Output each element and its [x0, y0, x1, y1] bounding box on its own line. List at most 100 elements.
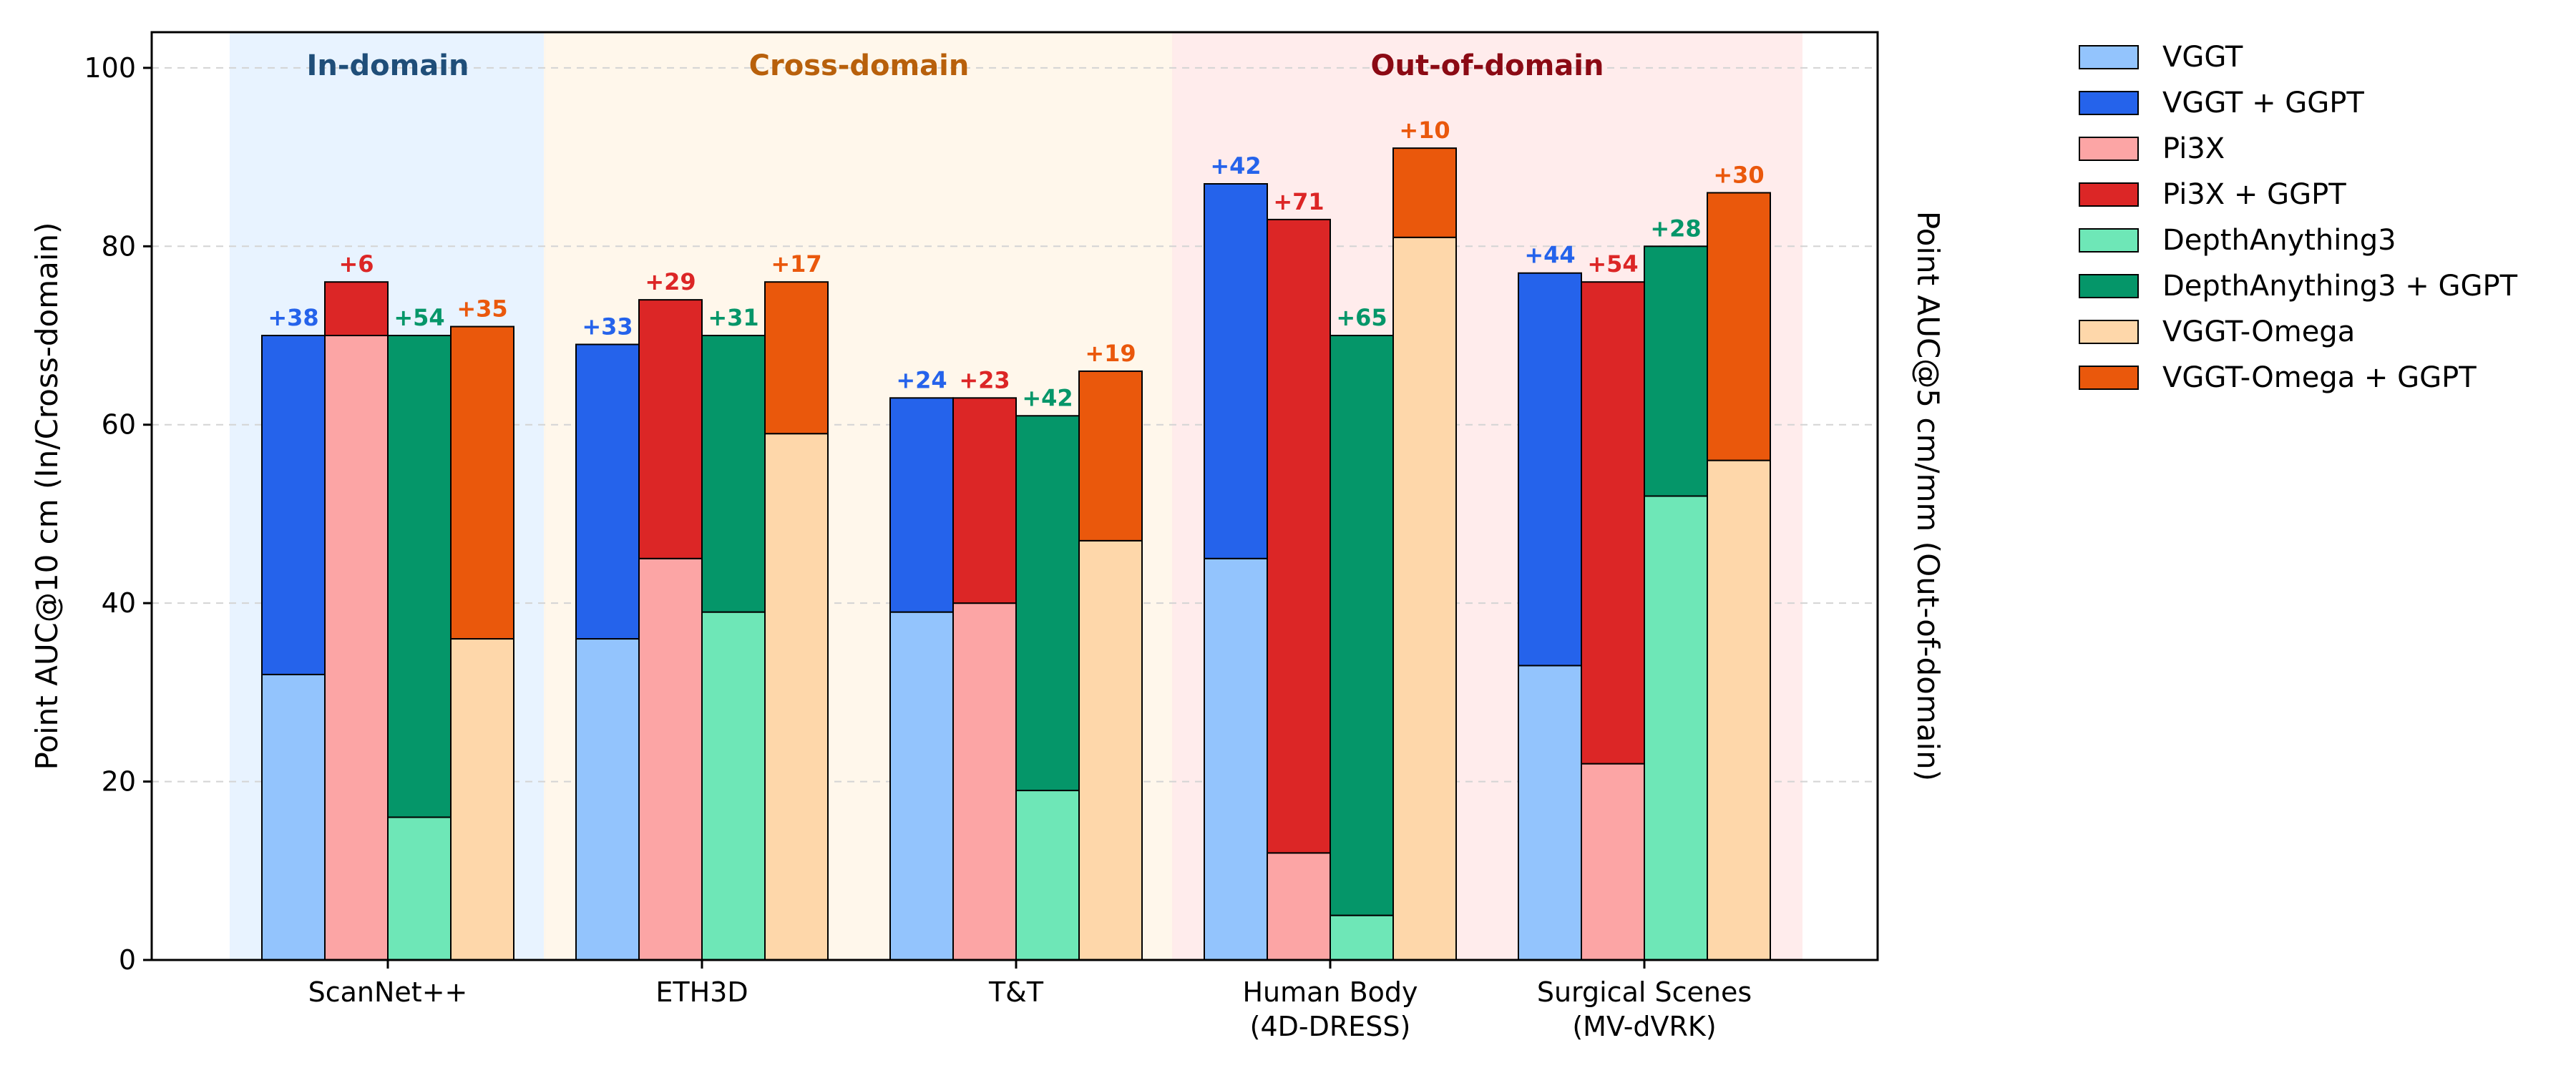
gain-label-0-0: +38: [268, 304, 318, 331]
gain-label-3-1: +17: [771, 250, 821, 278]
legend-swatch-7: [2079, 366, 2139, 390]
bar-base-2-0: [387, 816, 452, 961]
bar-base-3-3: [1392, 236, 1457, 961]
bar-base-2-3: [1330, 914, 1394, 961]
region-label-2: Out-of-domain: [1371, 49, 1604, 82]
gain-label-1-4: +54: [1587, 250, 1638, 278]
y-tick-label-2: 40: [102, 587, 136, 619]
bar-base-3-1: [764, 433, 829, 961]
bar-base-3-0: [450, 638, 514, 961]
y-axis-label-right: Point AUC@5 cm/mm (Out-of-domain): [1911, 211, 1946, 781]
bar-gain-2-3: [1330, 335, 1394, 916]
bar-gain-2-1: [701, 335, 766, 613]
bar-gain-3-1: [764, 281, 829, 435]
legend-swatch-5: [2079, 274, 2139, 298]
bar-base-3-2: [1078, 539, 1143, 961]
bar-base-0-4: [1518, 665, 1582, 961]
bar-gain-2-4: [1644, 245, 1708, 497]
gain-label-0-3: +42: [1210, 152, 1261, 180]
y-axis-label-left: Point AUC@10 cm (In/Cross-domain): [29, 222, 64, 770]
y-tick-label-4: 80: [102, 230, 136, 262]
bar-gain-3-3: [1392, 147, 1457, 238]
bar-gain-1-1: [638, 299, 703, 559]
legend-label-1: VGGT + GGPT: [2162, 87, 2364, 119]
y-tick-label-0: 0: [119, 944, 136, 976]
bar-gain-1-3: [1267, 218, 1331, 854]
gain-label-1-0: +6: [338, 250, 374, 278]
bar-gain-2-0: [387, 335, 452, 818]
legend-label-7: VGGT-Omega + GGPT: [2162, 361, 2477, 394]
bar-gain-0-1: [575, 343, 640, 640]
bar-gain-1-2: [952, 397, 1017, 604]
legend-swatch-2: [2079, 137, 2139, 161]
bar-base-1-0: [324, 335, 389, 961]
plot-frame: [150, 31, 1879, 961]
gain-label-2-0: +54: [394, 304, 444, 331]
x-axis-ticks: ScanNet++ ETH3D T&T Human Body(4D-DRESS) Sur…: [308, 960, 1752, 1042]
x-tick-label-3-1: (4D-DRESS): [1250, 1011, 1411, 1042]
bar-base-1-4: [1581, 763, 1645, 961]
bar-base-2-4: [1644, 495, 1708, 961]
bar-gain-0-2: [889, 397, 954, 613]
x-tick-label-3-0: Human Body: [1242, 976, 1418, 1008]
gain-label-2-1: +31: [708, 304, 758, 331]
legend-label-5: DepthAnything3 + GGPT: [2162, 270, 2518, 303]
x-tick-label-4-0: Surgical Scenes: [1537, 976, 1752, 1008]
bar-gain-0-4: [1518, 272, 1582, 667]
gain-label-2-3: +65: [1336, 304, 1387, 331]
region-label-1: Cross-domain: [749, 49, 970, 82]
bar-gain-3-2: [1078, 370, 1143, 542]
y-tick-label-1: 20: [102, 766, 136, 798]
legend-label-3: Pi3X + GGPT: [2162, 178, 2346, 211]
bar-base-0-1: [575, 638, 640, 961]
legend: VGGT VGGT + GGPT Pi3X Pi3X + GGPT DepthAnyth…: [2079, 41, 2518, 394]
gain-label-0-1: +33: [582, 313, 633, 340]
x-tick-label-2-0: T&T: [988, 976, 1044, 1008]
x-tick-label-4-1: (MV-dVRK): [1572, 1011, 1716, 1042]
gain-label-3-2: +19: [1085, 340, 1136, 367]
x-tick-label-1-0: ETH3D: [655, 976, 748, 1008]
legend-label-0: VGGT: [2162, 41, 2243, 74]
gain-label-3-0: +35: [457, 295, 507, 323]
gain-label-1-1: +29: [645, 268, 696, 295]
bar-gain-2-2: [1015, 415, 1080, 792]
bar-gain-3-4: [1707, 192, 1771, 461]
bar-base-3-4: [1707, 459, 1771, 961]
bar-base-1-3: [1267, 852, 1331, 961]
bar-base-1-1: [638, 557, 703, 961]
gain-label-2-2: +42: [1022, 384, 1073, 411]
gain-labels: In-domain Cross-domain Out-of-domain +38 +33…: [268, 49, 1764, 411]
gain-label-0-4: +44: [1524, 242, 1575, 269]
bar-base-0-0: [261, 673, 326, 961]
bar-base-1-2: [952, 602, 1017, 961]
legend-label-6: VGGT-Omega: [2162, 315, 2355, 348]
legend-label-2: Pi3X: [2162, 132, 2225, 165]
legend-swatch-3: [2079, 182, 2139, 207]
y-tick-label-3: 60: [102, 409, 136, 441]
bar-gain-0-0: [261, 335, 326, 675]
x-tick-label-0-0: ScanNet++: [308, 976, 468, 1008]
bar-gain-3-0: [450, 325, 514, 640]
y-tick-label-5: 100: [84, 52, 136, 84]
gain-label-3-4: +30: [1713, 161, 1764, 188]
gain-label-1-3: +71: [1273, 188, 1324, 215]
bar-base-2-2: [1015, 790, 1080, 961]
legend-swatch-6: [2079, 320, 2139, 344]
gain-label-3-3: +10: [1399, 117, 1450, 144]
gain-label-0-2: +24: [896, 366, 947, 393]
bar-gain-0-3: [1204, 183, 1268, 559]
legend-swatch-4: [2079, 228, 2139, 253]
bar-base-2-1: [701, 611, 766, 961]
region-label-0: In-domain: [307, 49, 469, 82]
gain-label-2-4: +28: [1650, 215, 1701, 242]
gain-label-1-2: +23: [959, 366, 1010, 393]
y-axis-ticks: 0 20 40 60 80 100: [84, 52, 152, 976]
bar-gain-1-4: [1581, 281, 1645, 765]
legend-label-4: DepthAnything3: [2162, 224, 2396, 257]
legend-swatch-1: [2079, 91, 2139, 115]
bar-base-0-3: [1204, 557, 1268, 961]
bar-gain-1-0: [324, 281, 389, 337]
legend-swatch-0: [2079, 45, 2139, 69]
bar-base-0-2: [889, 611, 954, 961]
